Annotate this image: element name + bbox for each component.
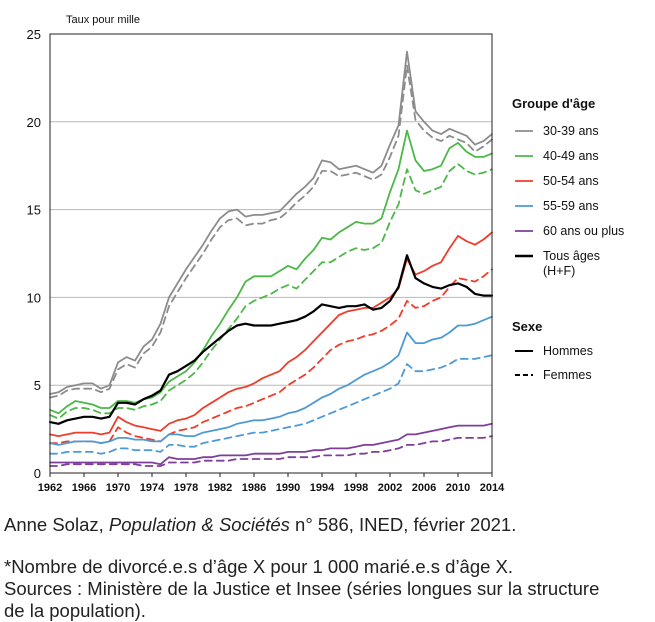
plot-frame [49, 33, 493, 474]
series-30-39-ans-femmes-line [49, 64, 493, 399]
x-tick-label-1966: 1966 [72, 482, 96, 494]
legend-hommes-label: Hommes [543, 344, 593, 358]
legend-40-49-ans-label: 40-49 ans [543, 149, 599, 163]
grid-lines [50, 121, 492, 386]
x-axis: 1962 1966 1970 1974 1978 1982 1986 1990 1994 1998… [38, 473, 505, 494]
x-tick-label-2010: 2010 [446, 482, 470, 494]
legend-50-54-ans-label: 50-54 ans [543, 174, 599, 188]
y-tick-label-25: 25 [27, 27, 41, 42]
legend-sex-title: Sexe [512, 319, 542, 334]
x-tick-label-1970: 1970 [106, 482, 130, 494]
legend-femmes-label: Femmes [543, 368, 592, 382]
series-50-54-ans-hommes-line [49, 231, 493, 437]
series-40-49-ans-femmes-line [49, 163, 493, 420]
series-55-59-ans-femmes-line [49, 354, 493, 455]
series-60-ans-ou-plus-femmes-line [49, 435, 493, 467]
y-tick-label-20: 20 [27, 115, 41, 130]
series-40-49-ans-hommes-line [49, 129, 493, 415]
x-tick-label-1982: 1982 [208, 482, 232, 494]
footnote: *Nombre de divorcé.e.s d’âge X pour 1 00… [4, 556, 514, 577]
series-50-54-ans-femmes-line [49, 268, 493, 444]
legend: Groupe d'âge 30-39 ans 40-49 ans 50-54 ans 5… [512, 96, 624, 382]
sources: Sources : Ministère de la Justice et Ins… [4, 578, 599, 622]
series-30-39-ans-hommes-line [49, 50, 493, 395]
y-tick-label-0: 0 [34, 466, 41, 481]
legend-tous-ages-h-f-label-2: (H+F) [543, 264, 575, 278]
series-55-59-ans-hommes-line [49, 315, 493, 446]
x-tick-label-1998: 1998 [344, 482, 368, 494]
legend-55-59-ans-label: 55-59 ans [543, 199, 599, 213]
series-layer [48, 50, 494, 467]
credit-journal: Population & Sociétés [108, 514, 290, 535]
credit-line: Anne Solaz, Population & Sociétés n° 586… [4, 514, 516, 536]
x-tick-label-2002: 2002 [378, 482, 402, 494]
x-tick-label-1974: 1974 [140, 482, 165, 494]
y-tick-label-5: 5 [34, 378, 41, 393]
sources-line-2: de la population). [4, 600, 146, 621]
y-tick-label-15: 15 [27, 203, 41, 218]
y-axis: 0 5 10 15 20 25 [27, 27, 41, 481]
x-tick-label-2006: 2006 [412, 482, 436, 494]
x-tick-label-1986: 1986 [242, 482, 266, 494]
credit-author: Anne Solaz, [4, 514, 109, 535]
legend-group-title: Groupe d'âge [512, 96, 595, 111]
y-tick-label-10: 10 [27, 290, 41, 305]
legend-30-39-ans-label: 30-39 ans [543, 124, 599, 138]
x-tick-label-1962: 1962 [38, 482, 62, 494]
x-tick-label-1978: 1978 [174, 482, 198, 494]
y-axis-label: Taux pour mille [66, 14, 140, 26]
x-tick-label-2014: 2014 [480, 482, 505, 494]
sources-line-1: Sources : Ministère de la Justice et Ins… [4, 578, 600, 599]
legend-tous-ages-h-f-label: Tous âges [543, 249, 600, 263]
x-tick-label-1994: 1994 [310, 482, 335, 494]
credit-rest: n° 586, INED, février 2021. [289, 514, 517, 535]
series-tous-ages-h-f-hommes-line [48, 254, 494, 425]
legend-60-ans-ou-plus-label: 60 ans ou plus [543, 224, 624, 238]
x-tick-label-1990: 1990 [276, 482, 300, 494]
series-60-ans-ou-plus-hommes-line [49, 422, 493, 466]
